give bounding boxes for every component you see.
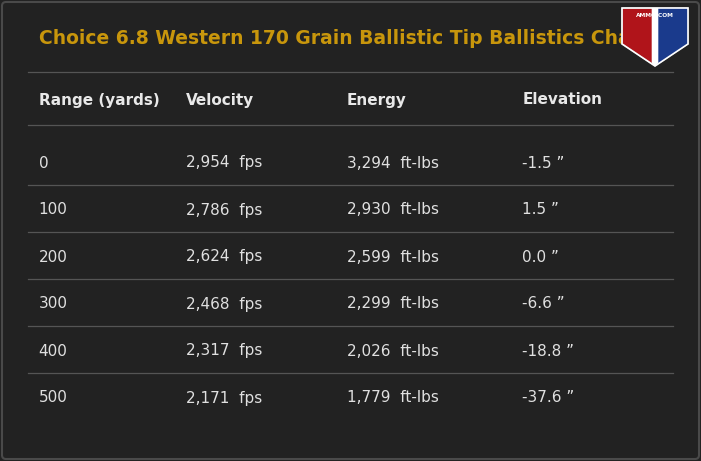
- Text: 2,171  fps: 2,171 fps: [186, 390, 262, 406]
- Text: 1.5 ”: 1.5 ”: [522, 202, 559, 218]
- Text: 0: 0: [39, 155, 48, 171]
- Text: 2,624  fps: 2,624 fps: [186, 249, 262, 265]
- Text: -6.6 ”: -6.6 ”: [522, 296, 565, 312]
- Text: 500: 500: [39, 390, 67, 406]
- Text: Energy: Energy: [347, 93, 407, 107]
- Text: 3,294  ft-lbs: 3,294 ft-lbs: [347, 155, 439, 171]
- Text: Velocity: Velocity: [186, 93, 254, 107]
- Text: 400: 400: [39, 343, 67, 359]
- Text: -37.6 ”: -37.6 ”: [522, 390, 575, 406]
- Text: ★: ★: [652, 53, 658, 59]
- Text: 200: 200: [39, 249, 67, 265]
- Text: Range (yards): Range (yards): [39, 93, 159, 107]
- Text: 2,930  ft-lbs: 2,930 ft-lbs: [347, 202, 439, 218]
- Text: 2,317  fps: 2,317 fps: [186, 343, 262, 359]
- Polygon shape: [655, 8, 688, 66]
- Text: -18.8 ”: -18.8 ”: [522, 343, 574, 359]
- Polygon shape: [622, 8, 688, 66]
- Text: 2,954  fps: 2,954 fps: [186, 155, 262, 171]
- Text: Choice 6.8 Western 170 Grain Ballistic Tip Ballistics Chart: Choice 6.8 Western 170 Grain Ballistic T…: [39, 29, 648, 47]
- Text: AMMO.COM: AMMO.COM: [636, 13, 674, 18]
- Text: 2,786  fps: 2,786 fps: [186, 202, 262, 218]
- Text: 2,599  ft-lbs: 2,599 ft-lbs: [347, 249, 439, 265]
- Text: 2,468  fps: 2,468 fps: [186, 296, 262, 312]
- Polygon shape: [652, 8, 658, 66]
- Text: 100: 100: [39, 202, 67, 218]
- Text: -1.5 ”: -1.5 ”: [522, 155, 564, 171]
- Text: 2,299  ft-lbs: 2,299 ft-lbs: [347, 296, 439, 312]
- Text: 0.0 ”: 0.0 ”: [522, 249, 559, 265]
- Text: 1,779  ft-lbs: 1,779 ft-lbs: [347, 390, 439, 406]
- Text: 300: 300: [39, 296, 67, 312]
- Text: Elevation: Elevation: [522, 93, 602, 107]
- Text: 2,026  ft-lbs: 2,026 ft-lbs: [347, 343, 439, 359]
